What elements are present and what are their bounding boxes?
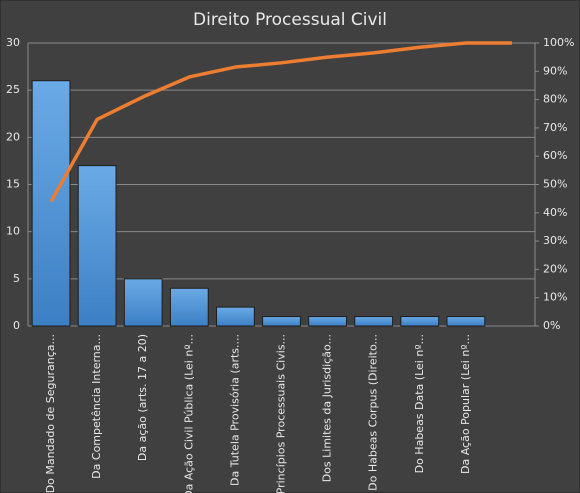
- bar: [354, 316, 394, 327]
- x-tick-label: Da Tutela Provisória (arts....: [228, 334, 241, 486]
- x-tick-label: Dos Limites da Jurisdição...: [321, 334, 334, 482]
- x-tick-label: Da Competência Interna...: [90, 334, 103, 479]
- y2-tick-label: 60%: [543, 149, 567, 162]
- y2-tick-label: 80%: [543, 93, 567, 106]
- x-tick-label: Da Ação Popular (Lei nº...: [459, 334, 472, 474]
- y2-tick-label: 70%: [543, 121, 567, 134]
- y-tick-label: 15: [6, 178, 20, 191]
- y-tick-label: 20: [6, 130, 20, 143]
- y-tick-label: 0: [13, 319, 20, 332]
- y-tick-label: 30: [6, 36, 20, 49]
- bar: [216, 306, 255, 327]
- bar: [446, 316, 486, 327]
- bar: [308, 316, 347, 327]
- x-tick-label: Do Habeas Data (Lei nº...: [413, 334, 426, 473]
- y-tick-label: 10: [6, 225, 20, 238]
- bar: [31, 80, 71, 327]
- y2-tick-label: 50%: [543, 178, 567, 191]
- x-tick-label: Da Ação Civil Pública (Lei nº...: [182, 334, 195, 493]
- bar: [400, 316, 440, 327]
- bar: [169, 287, 209, 327]
- x-tick-label: Da ação (arts. 17 a 20): [136, 334, 149, 461]
- y2-tick-label: 40%: [543, 206, 567, 219]
- x-tick-label: Do Mandado de Segurança...: [44, 334, 57, 493]
- y-tick-label: 5: [13, 272, 20, 285]
- y-tick-label: 25: [6, 83, 20, 96]
- y2-tick-label: 30%: [543, 234, 567, 247]
- y2-tick-label: 0%: [543, 319, 560, 332]
- y2-tick-label: 100%: [543, 36, 574, 49]
- x-tick-label: Princípios Processuais Civis...: [275, 334, 288, 493]
- chart-title: Direito Processual Civil: [193, 10, 387, 30]
- bar: [77, 165, 117, 327]
- x-tick-label: Do Habeas Corpus (Direito...: [367, 334, 380, 491]
- y2-tick-label: 20%: [543, 262, 567, 275]
- bar: [262, 316, 301, 327]
- y2-tick-label: 90%: [543, 64, 567, 77]
- pareto-line: [49, 41, 512, 203]
- bar: [123, 278, 163, 327]
- y2-tick-label: 10%: [543, 291, 567, 304]
